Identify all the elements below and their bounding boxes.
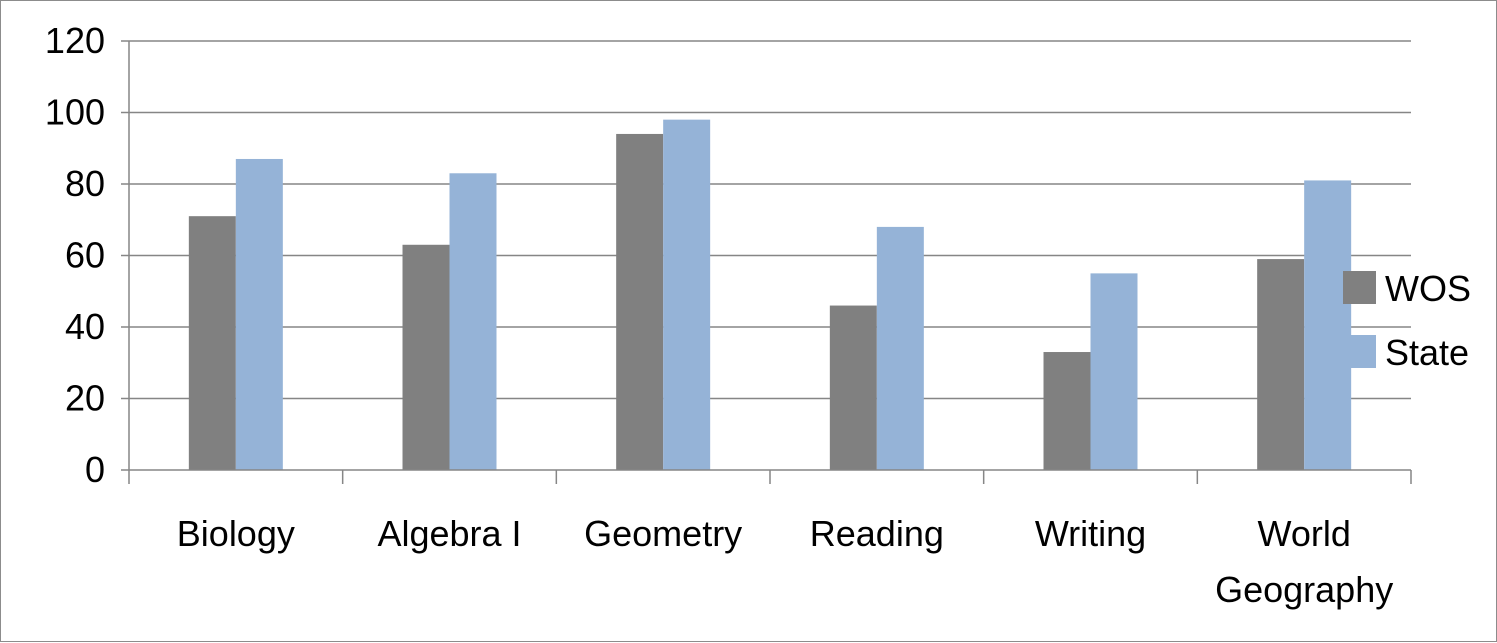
x-category-label: World bbox=[1257, 513, 1350, 554]
y-tick-label: 60 bbox=[65, 235, 105, 276]
bar-wos-2 bbox=[616, 133, 664, 470]
bar-state-2 bbox=[663, 119, 711, 471]
bar-state-4 bbox=[1090, 273, 1138, 470]
y-tick-label: 80 bbox=[65, 163, 105, 204]
y-tick-label: 120 bbox=[45, 20, 105, 61]
bar-state-1 bbox=[449, 173, 497, 470]
bar-wos-0 bbox=[188, 216, 236, 470]
legend-swatch-state bbox=[1343, 335, 1376, 368]
bar-wos-3 bbox=[829, 305, 877, 470]
gridlines bbox=[129, 40, 1411, 400]
y-tick-label: 20 bbox=[65, 378, 105, 419]
legend-swatch-wos bbox=[1343, 271, 1376, 304]
bar-wos-5 bbox=[1257, 259, 1305, 470]
x-category-label: Geometry bbox=[584, 513, 742, 554]
x-category-label: Reading bbox=[810, 513, 944, 554]
x-category-label: Biology bbox=[177, 513, 295, 554]
x-category-label: Geography bbox=[1215, 569, 1393, 610]
bars bbox=[188, 119, 1352, 471]
legend-label-wos: WOS bbox=[1385, 268, 1471, 309]
y-tick-label: 100 bbox=[45, 92, 105, 133]
bar-state-5 bbox=[1304, 180, 1352, 471]
axis-labels: 0 20 40 60 80 100 120 Biology Algebra I Geometry R… bbox=[45, 20, 1393, 610]
y-tick-label: 40 bbox=[65, 306, 105, 347]
x-category-label: Algebra I bbox=[377, 513, 521, 554]
legend-label-state: State bbox=[1385, 332, 1469, 373]
bar-state-3 bbox=[876, 226, 924, 470]
x-category-label: Writing bbox=[1035, 513, 1146, 554]
bar-state-0 bbox=[235, 158, 283, 470]
y-tick-label: 0 bbox=[85, 449, 105, 490]
bar-wos-4 bbox=[1043, 352, 1091, 470]
axes bbox=[121, 40, 1412, 484]
bar-wos-1 bbox=[402, 244, 450, 470]
legend: WOS State bbox=[1343, 268, 1471, 373]
